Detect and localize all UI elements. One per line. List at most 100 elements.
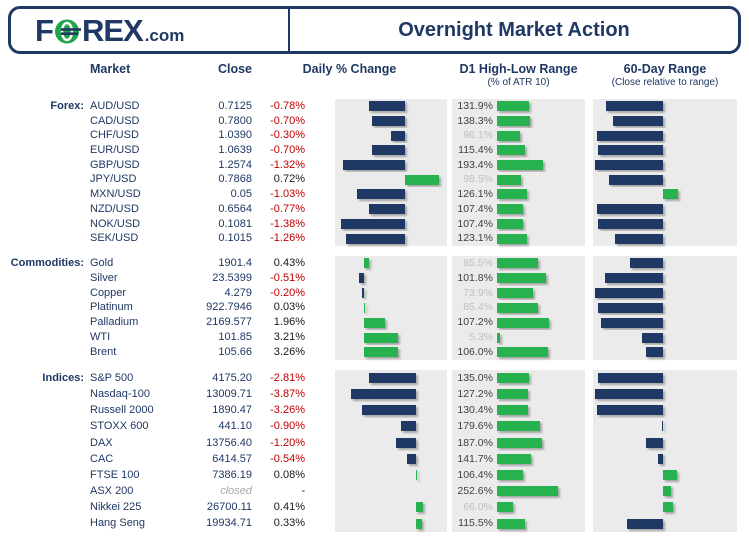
close-value: 2169.577 [206, 316, 252, 329]
d1-range-chart: 106.4% [452, 466, 585, 484]
d1-range-bar [497, 160, 544, 171]
table-row: SEK/USD 0.1015 -1.26% 123.1% [0, 231, 749, 246]
spacer [585, 402, 593, 418]
close-value: 26700.11 [206, 501, 252, 514]
close-value: 19934.71 [206, 517, 252, 530]
close-value: 7386.19 [212, 468, 252, 481]
d1-range-value: 98.5% [463, 173, 493, 186]
d1-range-bar [497, 317, 549, 328]
daily-change-bar [416, 518, 422, 529]
column-header-60day-range: 60-Day Range (Close relative to range) [593, 62, 737, 89]
daily-change-value: -1.20% [270, 436, 305, 449]
daily-change-bar [364, 258, 369, 269]
spacer [305, 467, 335, 483]
daily-change-bar [369, 204, 405, 215]
daily-change-bar [346, 233, 405, 244]
spacer [305, 202, 335, 217]
table-row: Silver 23.5399 -0.51% 101.8% [0, 270, 749, 286]
range-position-bar [629, 258, 663, 269]
section-label [0, 300, 88, 315]
table-row: NOK/USD 0.1081 -1.38% 107.4% [0, 216, 749, 232]
daily-change-chart [335, 157, 447, 173]
daily-change-chart [335, 385, 447, 403]
close-value: 0.1081 [218, 217, 252, 230]
spacer [585, 114, 593, 129]
close-value: 6414.57 [212, 452, 252, 465]
d1-range-chart: 96.1% [452, 128, 585, 144]
range-60d-chart [593, 369, 737, 386]
market-name: STOXX 600 [90, 420, 149, 433]
section-label [0, 499, 88, 515]
daily-change-chart [335, 499, 447, 516]
d1-range-value: 130.4% [457, 404, 493, 417]
range-60d-chart [593, 466, 737, 484]
table-row: CAD/USD 0.7800 -0.70% 138.3% [0, 113, 749, 129]
table-row: CAC 6414.57 -0.54% 141.7% [0, 450, 749, 467]
header: F REX .com Overnight Market Action [8, 6, 741, 54]
d1-range-chart: 126.1% [452, 187, 585, 202]
d1-range-bar [497, 372, 530, 383]
daily-change-chart [335, 187, 447, 202]
close-value: 13756.40 [206, 436, 252, 449]
range-60d-chart [593, 216, 737, 232]
market-name: EUR/USD [90, 144, 140, 157]
d1-range-bar [497, 405, 529, 416]
market-name: Nikkei 225 [90, 501, 142, 514]
spacer [585, 300, 593, 315]
daily-change-value: -0.20% [270, 286, 305, 299]
daily-change-chart [335, 143, 447, 158]
d1-range-chart: 101.8% [452, 270, 585, 286]
spacer [305, 315, 335, 330]
table-row: ASX 200 closed - 252.6% [0, 483, 749, 500]
logo-text-com: .com [144, 26, 185, 45]
table-row: DAX 13756.40 -1.20% 187.0% [0, 434, 749, 451]
daily-change-chart [335, 483, 447, 500]
market-name: SEK/USD [90, 232, 139, 245]
range-position-bar [605, 273, 663, 284]
daily-change-value: -3.87% [270, 387, 305, 400]
range-60d-chart [593, 285, 737, 301]
close-value: 13009.71 [206, 387, 252, 400]
spacer [305, 515, 335, 531]
spacer [305, 114, 335, 129]
table-row: STOXX 600 441.10 -0.90% 179.6% [0, 418, 749, 435]
d1-range-value: 123.1% [457, 232, 493, 245]
daily-change-bar [396, 437, 417, 448]
d1-range-chart: 106.0% [452, 344, 585, 360]
market-name: Nasdaq-100 [90, 387, 150, 400]
market-name: Hang Seng [90, 517, 146, 530]
range-60d-chart [593, 231, 737, 246]
spacer [585, 345, 593, 360]
d1-range-value: 135.0% [457, 371, 493, 384]
d1-range-chart: 107.2% [452, 315, 585, 331]
d1-range-value: 106.0% [457, 345, 493, 358]
d1-range-chart: 73.9% [452, 285, 585, 301]
d1-range-bar [497, 101, 529, 112]
close-value: 1890.47 [212, 404, 252, 417]
daily-change-chart [335, 344, 447, 360]
daily-change-chart [335, 315, 447, 331]
table-row: MXN/USD 0.05 -1.03% 126.1% [0, 187, 749, 202]
header-divider [288, 9, 290, 51]
d1-range-chart: 187.0% [452, 434, 585, 451]
section-label [0, 231, 88, 246]
column-header-d1-range-title: D1 High-Low Range [459, 62, 578, 76]
d1-range-bar [497, 437, 542, 448]
daily-change-chart [335, 113, 447, 129]
section-forex: Forex: AUD/USD 0.7125 -0.78% 131.9% CAD/USD 0.… [0, 99, 749, 246]
spacer [585, 330, 593, 345]
d1-range-chart: 252.6% [452, 483, 585, 500]
daily-change-value: -1.32% [270, 158, 305, 171]
column-header-d1-range-subtitle: (% of ATR 10) [487, 77, 550, 89]
d1-range-bar [497, 204, 523, 215]
daily-change-chart [335, 330, 447, 345]
daily-change-bar [405, 174, 439, 185]
d1-range-value: 107.4% [457, 202, 493, 215]
daily-change-value: -0.77% [270, 202, 305, 215]
range-60d-chart [593, 128, 737, 144]
range-position-bar [613, 116, 663, 127]
d1-range-value: 85.5% [463, 256, 493, 269]
range-60d-chart [593, 344, 737, 360]
daily-change-bar [359, 273, 365, 284]
spacer [585, 435, 593, 451]
